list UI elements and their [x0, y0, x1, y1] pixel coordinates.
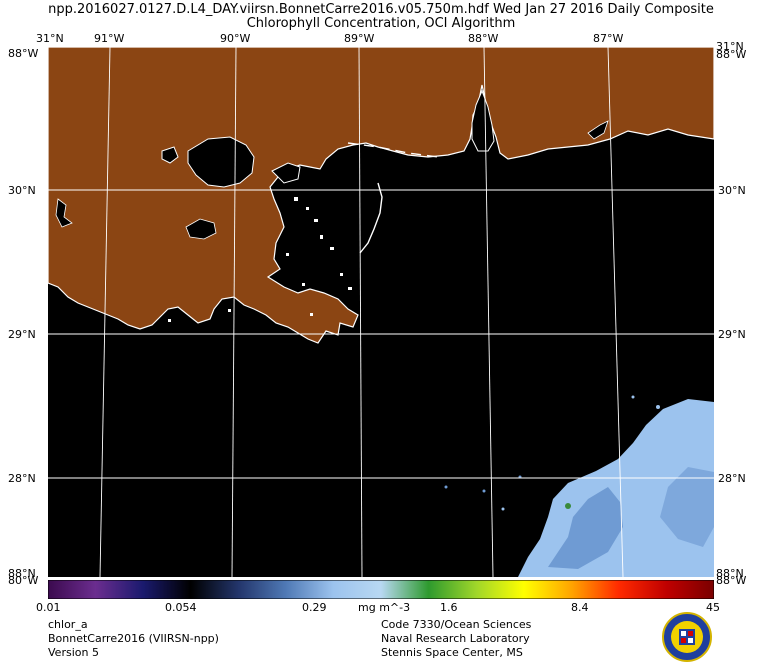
corner-lat-bottom-right: 88°N: [716, 567, 744, 580]
colorbar-tick-label: 0.01: [36, 601, 61, 614]
corner-lat-bottom-left: 88°N: [8, 567, 36, 580]
chlorophyll-patch-inner: [548, 487, 623, 569]
lon-label-top: 91°W: [94, 32, 125, 45]
lon-label-top: 90°W: [220, 32, 251, 45]
meridian-88w: [483, 47, 494, 577]
region-sensor: BonnetCarre2016 (VIIRSN-npp): [48, 632, 219, 645]
lake-borgne: [271, 162, 301, 184]
lat-label-right: 30°N: [718, 184, 746, 197]
corner-lon-top-right: 88°W: [716, 48, 747, 61]
meridian-91w: [99, 47, 111, 577]
lat-label-left: 28°N: [8, 472, 36, 485]
lake-pontchartrain: [187, 136, 255, 188]
product-name: chlor_a: [48, 618, 88, 631]
meridian-87w: [607, 47, 624, 577]
colorbar-gradient: [48, 580, 714, 599]
map-canvas: [48, 47, 714, 577]
meridian-90w: [231, 47, 237, 577]
lon-label-top: 87°W: [593, 32, 624, 45]
chandeleur-islands: [359, 182, 383, 254]
image-title: npp.2016027.0127.D.L4_DAY.viirsn.BonnetC…: [48, 2, 714, 17]
inland-lake: [185, 218, 217, 240]
colorbar: [48, 580, 714, 599]
lon-label-top: 89°W: [344, 32, 375, 45]
chlorophyll-patch-main: [518, 399, 714, 577]
graticule: [48, 47, 714, 577]
colorbar-tick-label: 45: [706, 601, 720, 614]
chlorophyll-patches: [444, 395, 714, 577]
lake-maurepas: [161, 146, 179, 164]
chlorophyll-speck: [444, 485, 448, 489]
version: Version 5: [48, 646, 99, 659]
chlorophyll-speck: [565, 503, 571, 509]
org-name: Naval Research Laboratory: [381, 632, 530, 645]
colorbar-tick-label: 0.29: [302, 601, 327, 614]
nrl-seal-icon: [662, 612, 712, 662]
colorbar-tick-label: 1.6: [440, 601, 458, 614]
chlorophyll-speck: [631, 395, 635, 399]
lat-label-left: 29°N: [8, 328, 36, 341]
lon-label-top: 88°W: [468, 32, 499, 45]
inland-lake: [587, 120, 609, 140]
lat-label-right: 28°N: [718, 472, 746, 485]
chlorophyll-speck: [501, 507, 505, 511]
chlorophyll-map: [48, 47, 714, 577]
colorbar-units-label: mg m^-3: [358, 601, 411, 614]
meridian-89w: [358, 47, 363, 577]
corner-lon-top-left: 88°W: [8, 47, 39, 60]
chlorophyll-patch-inner: [660, 467, 714, 547]
corner-lat-top-left: 31°N: [36, 32, 64, 45]
delta-fringe: [168, 197, 352, 322]
lat-label-left: 30°N: [8, 184, 36, 197]
org-code: Code 7330/Ocean Sciences: [381, 618, 532, 631]
chlorophyll-speck: [656, 405, 660, 409]
inland-lake: [55, 198, 73, 228]
footer-left: chlor_a BonnetCarre2016 (VIIRSN-npp) Ver…: [48, 618, 219, 660]
lat-label-right: 29°N: [718, 328, 746, 341]
footer-right: Code 7330/Ocean Sciences Naval Research …: [381, 618, 531, 660]
land-mass: [48, 47, 714, 344]
corner-lat-top-right: 31°N: [716, 40, 744, 53]
chlorophyll-speck: [482, 489, 486, 493]
corner-lon-bottom-left: 80°W: [8, 574, 39, 587]
org-location: Stennis Space Center, MS: [381, 646, 523, 659]
image-subtitle: Chlorophyll Concentration, OCI Algorithm: [246, 16, 516, 31]
colorbar-tick-label: 8.4: [571, 601, 589, 614]
corner-lon-bottom-right: 88°W: [716, 574, 747, 587]
colorbar-tick-label: 0.054: [165, 601, 197, 614]
